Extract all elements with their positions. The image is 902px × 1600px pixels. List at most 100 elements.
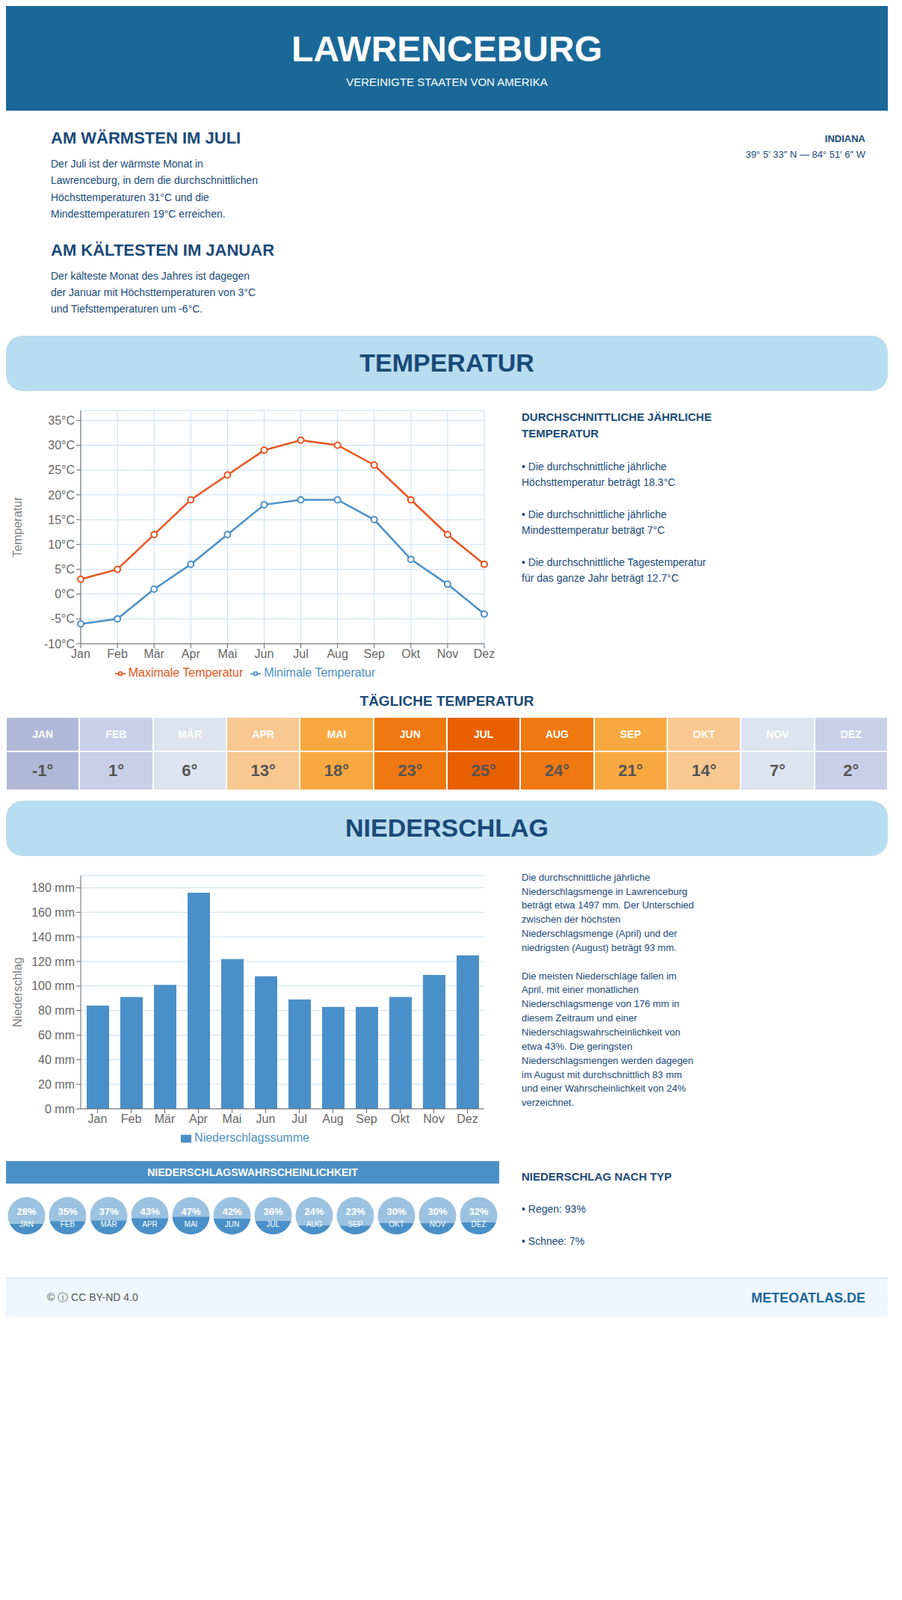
svg-text:Mai: Mai: [217, 647, 237, 660]
svg-text:40 mm: 40 mm: [38, 1052, 75, 1066]
html-text:18°: 18°: [324, 760, 350, 780]
html-text:14°: 14°: [691, 760, 717, 780]
html-text:1°: 1°: [108, 760, 125, 780]
html-text:Die durchschnittliche jährlich: Die durchschnittliche jährliche Niedersc…: [521, 871, 694, 1108]
svg-text:20°C: 20°C: [47, 487, 75, 501]
svg-text:25°C: 25°C: [47, 463, 75, 477]
html-text:NIEDERSCHLAG: NIEDERSCHLAG: [345, 813, 549, 842]
html-text:13°: 13°: [250, 760, 276, 780]
svg-text:100 mm: 100 mm: [31, 978, 75, 992]
svg-text:OKT: OKT: [388, 1219, 405, 1228]
html-text:23°: 23°: [397, 760, 423, 780]
svg-text:Sep: Sep: [363, 647, 385, 660]
svg-text:Jul: Jul: [291, 1111, 307, 1125]
html-text:21°: 21°: [618, 760, 643, 780]
html-text:2°: 2°: [843, 760, 859, 780]
svg-text:24%: 24%: [304, 1205, 324, 1217]
svg-text:0°C: 0°C: [54, 587, 75, 601]
svg-text:Aug: Aug: [322, 1111, 344, 1125]
svg-text:36%: 36%: [263, 1205, 283, 1217]
html-text:• Die durchschnittliche Tagest: • Die durchschnittliche Tagestemperatur …: [521, 555, 706, 584]
svg-text:32%: 32%: [468, 1205, 488, 1217]
html-text:Niederschlagssumme: Niederschlagssumme: [194, 1130, 310, 1144]
svg-text:Nov: Nov: [422, 1111, 444, 1125]
svg-text:MÄR: MÄR: [100, 1219, 117, 1228]
html-text:TEMPERATUR: TEMPERATUR: [359, 348, 535, 377]
svg-text:SEP: SEP: [347, 1219, 363, 1228]
html-text:DURCHSCHNITTLICHE JÄHRLICHE TE: DURCHSCHNITTLICHE JÄHRLICHE TEMPERATUR: [521, 410, 712, 440]
html-text:LAWRENCEBURG: LAWRENCEBURG: [291, 29, 603, 69]
svg-text:NOV: NOV: [429, 1219, 447, 1228]
svg-text:-5°C: -5°C: [50, 612, 75, 625]
svg-text:DEZ: DEZ: [471, 1219, 487, 1228]
svg-text:47%: 47%: [180, 1205, 201, 1217]
svg-text:Apr: Apr: [181, 647, 202, 660]
svg-text:Feb: Feb: [121, 1111, 142, 1125]
html-text:Der Juli ist der wärmste Monat: Der Juli ist der wärmste Monat in Lawren…: [50, 157, 258, 220]
html-text:6°: 6°: [181, 760, 198, 780]
svg-text:10°C: 10°C: [47, 538, 75, 551]
svg-text:Dez: Dez: [473, 647, 495, 660]
svg-text:Jun: Jun: [254, 647, 275, 660]
svg-text:23%: 23%: [345, 1205, 365, 1217]
html-text:-1°: -1°: [32, 760, 54, 780]
svg-text:Okt: Okt: [401, 647, 420, 660]
svg-text:120 mm: 120 mm: [31, 954, 75, 968]
html-text:Minimale Temperatur: Minimale Temperatur: [263, 665, 376, 679]
html-text:NIEDERSCHLAG NACH TYP: NIEDERSCHLAG NACH TYP: [521, 1169, 672, 1183]
svg-text:60 mm: 60 mm: [38, 1028, 75, 1041]
svg-text:APR: APR: [141, 1219, 158, 1228]
svg-text:15°C: 15°C: [47, 512, 75, 526]
svg-text:30%: 30%: [386, 1205, 406, 1217]
svg-text:Mai: Mai: [222, 1111, 243, 1125]
svg-text:AUG: AUG: [306, 1219, 323, 1228]
svg-text:Aug: Aug: [326, 647, 348, 660]
html-text:METEOATLAS.DE: METEOATLAS.DE: [751, 1289, 866, 1305]
svg-text:180 mm: 180 mm: [31, 881, 75, 894]
svg-text:42%: 42%: [221, 1205, 242, 1217]
html-text:25°: 25°: [471, 760, 497, 780]
svg-text:Sep: Sep: [355, 1111, 378, 1125]
svg-text:0 mm: 0 mm: [44, 1101, 75, 1115]
svg-text:Nov: Nov: [437, 647, 459, 660]
svg-text:FEB: FEB: [60, 1219, 76, 1228]
svg-text:43%: 43%: [139, 1205, 160, 1217]
svg-text:Apr: Apr: [189, 1111, 209, 1125]
svg-text:MAI: MAI: [184, 1219, 199, 1228]
svg-text:140 mm: 140 mm: [31, 930, 75, 944]
html-text:7°: 7°: [769, 760, 786, 780]
html-text:24°: 24°: [544, 760, 570, 780]
svg-text:JUN: JUN: [224, 1219, 240, 1228]
svg-text:Jul: Jul: [292, 647, 308, 660]
svg-text:-10°C: -10°C: [44, 636, 75, 650]
svg-text:35%: 35%: [57, 1205, 77, 1217]
svg-text:Okt: Okt: [390, 1111, 410, 1125]
svg-text:Temperatur: Temperatur: [11, 496, 24, 558]
html-text:VEREINIGTE STAATEN VON AMERIKA: VEREINIGTE STAATEN VON AMERIKA: [346, 75, 548, 89]
svg-text:5°C: 5°C: [54, 562, 75, 576]
svg-text:160 mm: 160 mm: [31, 905, 75, 919]
svg-text:30°C: 30°C: [47, 438, 75, 452]
svg-text:Mär: Mär: [143, 647, 165, 660]
html-text:TÄGLICHE TEMPERATUR: TÄGLICHE TEMPERATUR: [359, 692, 534, 709]
html-text:• Die durchschnittliche jährli: • Die durchschnittliche jährliche Höchst…: [521, 460, 676, 488]
svg-text:20 mm: 20 mm: [38, 1077, 75, 1091]
svg-text:Mär: Mär: [154, 1111, 176, 1125]
html-text:Der kälteste Monat des Jahres: Der kälteste Monat des Jahres ist dagege…: [50, 269, 256, 315]
html-text:AM WÄRMSTEN IM JULI: AM WÄRMSTEN IM JULI: [50, 128, 241, 148]
svg-text:JAN: JAN: [19, 1219, 34, 1228]
svg-text:37%: 37%: [98, 1205, 119, 1217]
html-text:AM KÄLTESTEN IM JANUAR: AM KÄLTESTEN IM JANUAR: [50, 240, 275, 260]
svg-text:Dez: Dez: [456, 1111, 478, 1125]
html-text:Maximale Temperatur: Maximale Temperatur: [128, 665, 244, 679]
svg-text:35°C: 35°C: [47, 414, 75, 427]
html-text:• Die durchschnittliche jährli: • Die durchschnittliche jährliche Mindes…: [521, 507, 667, 536]
svg-text:30%: 30%: [427, 1205, 447, 1217]
svg-text:28%: 28%: [16, 1205, 36, 1217]
svg-text:80 mm: 80 mm: [38, 1003, 75, 1017]
svg-text:Jan: Jan: [88, 1111, 108, 1125]
svg-text:Feb: Feb: [106, 647, 128, 660]
svg-text:Niederschlag: Niederschlag: [11, 956, 24, 1027]
svg-text:JUL: JUL: [266, 1219, 281, 1228]
svg-text:Jun: Jun: [256, 1111, 276, 1125]
